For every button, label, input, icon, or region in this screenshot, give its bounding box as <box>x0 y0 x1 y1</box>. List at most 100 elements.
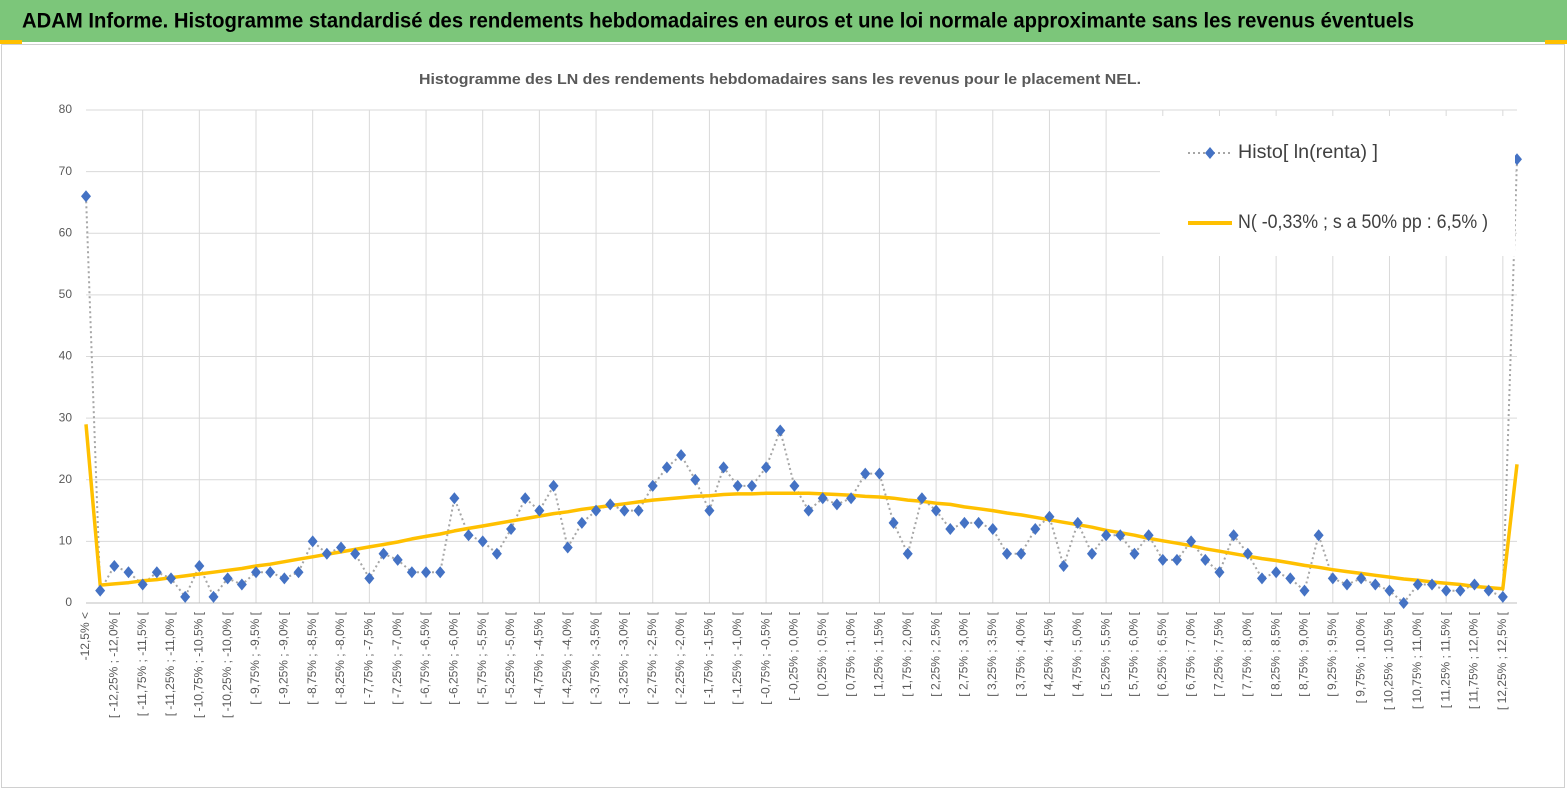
histogram-point <box>123 566 134 579</box>
histogram-point <box>307 535 318 548</box>
x-tick-label: [ -9,25% ; -9,0% [ <box>277 611 291 704</box>
legend-label: Histo[ ln(renta) ] <box>1238 142 1378 163</box>
histogram-point <box>421 566 432 579</box>
header-bar <box>0 0 1567 42</box>
x-tick-label: [ -3,75% ; -3,5% [ <box>588 611 602 704</box>
histogram-point <box>435 566 446 579</box>
histogram-point <box>1370 578 1381 591</box>
histogram-point <box>1030 523 1041 536</box>
histogram-point <box>1157 553 1168 566</box>
histogram-point <box>1483 584 1494 597</box>
x-tick-label: [ 5,75% ; 6,0% [ <box>1127 611 1141 696</box>
histogram-point <box>647 479 658 492</box>
legend-label: N( -0,33% ; s a 50% pp : 6,5% ) <box>1238 212 1488 233</box>
histogram-point <box>633 504 644 517</box>
histogram-point <box>704 504 715 517</box>
histogram-point <box>1441 584 1452 597</box>
header-title: ADAM Informe. Histogramme standardisé de… <box>22 10 1414 33</box>
histogram-point <box>95 584 106 597</box>
histogram-point <box>1285 572 1296 585</box>
histogram-point <box>1455 584 1466 597</box>
x-tick-label: -12,5% < <box>78 612 92 660</box>
legend-box <box>1160 116 1515 256</box>
x-tick-label: [ -5,25% ; -5,0% [ <box>503 611 517 704</box>
histogram-point <box>874 467 885 480</box>
histogram-point <box>1242 547 1253 560</box>
x-tick-label: [ -1,25% ; -1,0% [ <box>730 611 744 704</box>
histogram-point <box>775 424 786 437</box>
y-tick-label: 0 <box>65 595 72 609</box>
y-tick-label: 50 <box>59 287 73 301</box>
x-tick-label: [ 3,25% ; 3,5% [ <box>985 611 999 696</box>
x-tick-label: [ 8,25% ; 8,5% [ <box>1268 611 1282 696</box>
histogram-point <box>350 547 361 560</box>
x-tick-label: [ -7,25% ; -7,0% [ <box>390 611 404 704</box>
x-tick-label: [ 0,25% ; 0,5% [ <box>815 611 829 696</box>
histogram-point <box>1186 535 1197 548</box>
histogram-point <box>846 492 857 505</box>
histogram-point <box>180 590 191 603</box>
histogram-point <box>1086 547 1097 560</box>
header-accent <box>1545 40 1567 44</box>
x-tick-label: [ 2,25% ; 2,5% [ <box>928 611 942 696</box>
legend-swatch <box>1205 147 1215 159</box>
x-tick-label: [ 7,25% ; 7,5% [ <box>1212 611 1226 696</box>
histogram-point <box>236 578 247 591</box>
histogram-point <box>1341 578 1352 591</box>
histogram-point <box>364 572 375 585</box>
y-tick-label: 10 <box>59 534 73 548</box>
histogram-point <box>1426 578 1437 591</box>
x-tick-label: [ -0,25% ; 0,0% [ <box>787 611 801 700</box>
histogram-point <box>109 560 120 573</box>
x-tick-label: [ 10,25% ; 10,5% [ <box>1382 611 1396 710</box>
chart-title: Histogramme des LN des rendements hebdom… <box>419 71 1141 88</box>
histogram-point <box>1256 572 1267 585</box>
x-tick-label: [ 10,75% ; 11,0% [ <box>1410 611 1424 709</box>
histogram-point <box>534 504 545 517</box>
histogram-point <box>576 516 587 529</box>
y-tick-label: 20 <box>59 472 73 486</box>
histogram-point <box>491 547 502 560</box>
histogram-point <box>1384 584 1395 597</box>
histogram-point <box>902 547 913 560</box>
x-tick-label: [ 9,75% ; 10,0% [ <box>1353 611 1367 703</box>
x-tick-label: [ -2,75% ; -2,5% [ <box>645 611 659 704</box>
histogram-point <box>208 590 219 603</box>
x-tick-label: [ -0,75% ; -0,5% [ <box>758 611 772 704</box>
histogram-point <box>831 498 842 511</box>
histogram-point <box>506 523 517 536</box>
histogram-point <box>761 461 772 474</box>
histogram-point <box>1497 590 1508 603</box>
x-tick-label: [ 9,25% ; 9,5% [ <box>1325 611 1339 696</box>
histogram-point <box>1214 566 1225 579</box>
x-tick-label: [ 12,25% ; 12,5% [ <box>1495 611 1509 710</box>
histogram-point <box>194 560 205 573</box>
histogram-point <box>591 504 602 517</box>
x-tick-label: [ -3,25% ; -3,0% [ <box>617 611 631 704</box>
histogram-point <box>81 190 91 203</box>
x-tick-label: [ 6,75% ; 7,0% [ <box>1183 611 1197 696</box>
histogram-point <box>746 479 757 492</box>
histogram-point <box>1356 572 1367 585</box>
histogram-point <box>803 504 814 517</box>
histogram-point <box>676 449 687 462</box>
histogram-point <box>548 479 559 492</box>
histogram-point <box>378 547 389 560</box>
y-tick-label: 80 <box>59 102 73 116</box>
histogram-point <box>619 504 630 517</box>
histogram-point <box>860 467 871 480</box>
histogram-point <box>888 516 899 529</box>
histogram-point <box>945 523 956 536</box>
x-tick-label: [ -11,25% ; -11,0% [ <box>163 611 177 716</box>
histogram-point <box>959 516 970 529</box>
histogram-point <box>732 479 743 492</box>
x-tick-label: [ 5,25% ; 5,5% [ <box>1098 611 1112 696</box>
histogram-point <box>520 492 531 505</box>
x-tick-label: [ 4,25% ; 4,5% [ <box>1042 611 1056 696</box>
x-tick-label: [ 8,75% ; 9,0% [ <box>1297 611 1311 696</box>
x-tick-label: [ -4,75% ; -4,5% [ <box>532 611 546 704</box>
x-tick-label: [ 2,75% ; 3,0% [ <box>957 611 971 696</box>
histogram-point <box>477 535 488 548</box>
x-tick-label: [ -6,25% ; -6,0% [ <box>447 611 461 704</box>
